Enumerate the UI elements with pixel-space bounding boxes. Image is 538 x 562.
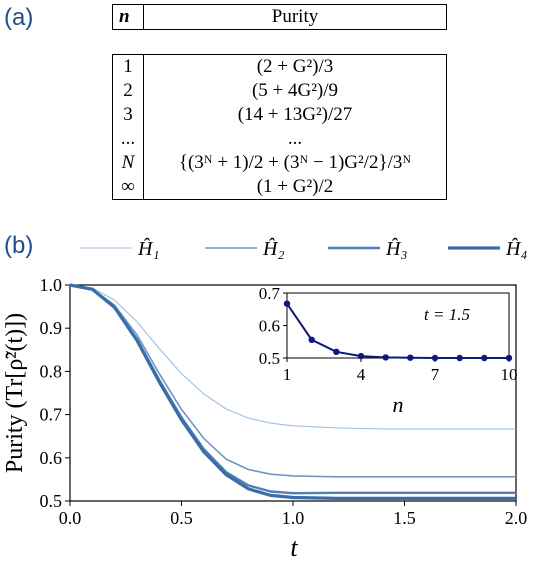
inset-x-tick-label: 4 xyxy=(357,365,366,384)
inset-point xyxy=(407,354,414,361)
x-axis-label: t xyxy=(290,533,298,562)
series-line-2 xyxy=(69,284,516,478)
inset-point xyxy=(308,336,315,343)
inset-annotation: t = 1.5 xyxy=(424,305,470,324)
header-purity: Purity xyxy=(144,4,447,30)
series-line-1 xyxy=(69,284,516,430)
y-tick-label: 0.5 xyxy=(40,491,63,511)
row-purity: {(3ᴺ + 1)/2 + (3ᴺ − 1)G²/2}/3ᴺ xyxy=(144,151,447,175)
y-tick-label: 0.6 xyxy=(40,448,63,468)
inset-point xyxy=(382,354,389,361)
inset-point xyxy=(505,354,513,362)
table-row: ... ... xyxy=(112,127,447,151)
legend-label-3: Ĥ₃ xyxy=(385,237,407,260)
table-row: N {(3ᴺ + 1)/2 + (3ᴺ − 1)G²/2}/3ᴺ xyxy=(112,151,447,175)
row-purity: (14 + 13G²)/27 xyxy=(144,103,447,127)
series-line-4 xyxy=(69,283,516,500)
legend-label-4: Ĥ₄ xyxy=(505,237,527,260)
y-tick-label: 0.7 xyxy=(40,405,63,425)
row-n: 2 xyxy=(112,79,144,103)
table-header-row: n Purity xyxy=(112,4,447,30)
panel-a-label: (a) xyxy=(4,4,34,31)
inset-x-tick-label: 1 xyxy=(283,365,292,384)
inset-y-tick-label: 0.7 xyxy=(259,284,281,303)
row-purity: (1 + G²)/2 xyxy=(144,175,447,200)
inset-series-line xyxy=(286,303,509,359)
inset-point xyxy=(357,352,365,360)
x-tick-label: 1.5 xyxy=(393,508,416,528)
row-n: 1 xyxy=(112,54,144,79)
table-row: 1 (2 + G²)/3 xyxy=(112,54,447,79)
inset-y-tick-label: 0.5 xyxy=(259,349,280,368)
row-n: ... xyxy=(112,127,144,151)
x-tick-label: 0.5 xyxy=(170,508,193,528)
inset-point xyxy=(431,354,439,362)
legend-label-2: Ĥ₂ xyxy=(262,237,284,260)
x-tick-label: 2.0 xyxy=(505,508,528,528)
panel-b-label: (b) xyxy=(4,232,34,259)
x-tick-label: 0.0 xyxy=(59,508,82,528)
inset-x-tick-label: 7 xyxy=(431,365,440,384)
inset-x-tick-label: 10 xyxy=(501,365,518,384)
inset-point xyxy=(456,354,463,362)
inset-point xyxy=(333,348,340,355)
y-axis-label: Purity (Tr[ρ̃²(t)]) xyxy=(2,313,28,473)
inset-point xyxy=(283,300,291,307)
purity-table: n Purity 1 (2 + G²)/3 2 (5 + 4G²)/9 3 (1… xyxy=(112,4,447,200)
row-purity: (5 + 4G²)/9 xyxy=(144,79,447,103)
row-n: 3 xyxy=(112,103,144,127)
x-tick-label: 1.0 xyxy=(282,508,305,528)
inset-frame xyxy=(286,292,510,359)
header-n: n xyxy=(112,4,144,30)
y-tick-label: 1.0 xyxy=(40,275,63,295)
inset-point xyxy=(481,354,488,362)
row-n: N xyxy=(112,151,144,175)
row-purity: ... xyxy=(144,127,447,151)
row-n: ∞ xyxy=(112,175,144,200)
table-row: ∞ (1 + G²)/2 xyxy=(112,175,447,200)
y-tick-label: 0.9 xyxy=(40,318,63,338)
chart-legend: Ĥ₁ Ĥ₂ Ĥ₃ Ĥ₄ xyxy=(80,237,527,260)
row-purity: (2 + G²)/3 xyxy=(144,54,447,79)
table-row: 2 (5 + 4G²)/9 xyxy=(112,79,447,103)
legend-label-1: Ĥ₁ xyxy=(137,237,159,260)
table-row: 3 (14 + 13G²)/27 xyxy=(112,103,447,127)
y-tick-label: 0.8 xyxy=(40,361,63,381)
inset-y-tick-label: 0.6 xyxy=(259,317,280,336)
inset-x-label: n xyxy=(393,392,404,417)
